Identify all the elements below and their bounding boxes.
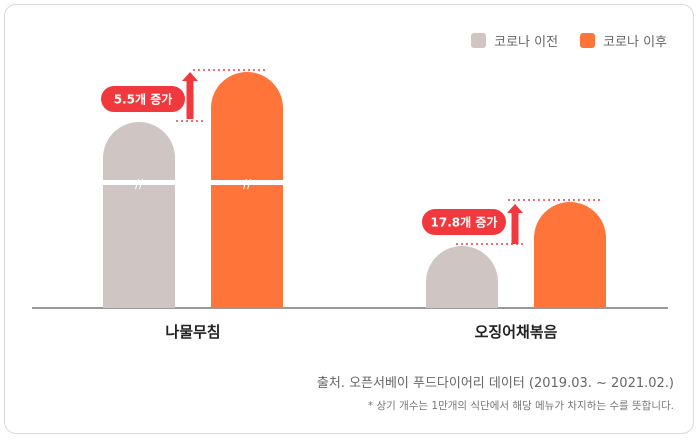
bar-after-나물무침 [211, 72, 283, 308]
increase-arrow-2-head [507, 204, 523, 213]
legend-label-before: 코로나 이전 [494, 35, 559, 50]
annotation-badge-1-pill [101, 86, 185, 112]
axis-break-gap-after [210, 180, 284, 185]
annotation-badge-2-pill [422, 209, 506, 235]
legend-swatch-before [471, 33, 487, 48]
axis-break-mark-before: // [135, 177, 144, 191]
axis-break-gap-before [102, 180, 176, 185]
footnote: * 상기 개수는 1만개의 식단에서 해당 메뉴가 차지하는 수를 뜻합니다. [367, 400, 674, 412]
source-text: 출처. 오픈서베이 푸드다이어리 데이터 (2019.03. ~ 2021.02… [316, 376, 674, 391]
legend-swatch-after [580, 33, 596, 48]
increase-arrow-1-head [182, 72, 198, 81]
axis-break-mark-after: // [243, 177, 252, 191]
legend-item-before: 코로나 이전 [471, 31, 558, 50]
legend: 코로나 이전 코로나 이후 [471, 31, 667, 50]
legend-label-after: 코로나 이후 [603, 35, 667, 50]
legend-item-after: 코로나 이후 [580, 31, 667, 50]
bar-before-나물무침 [103, 122, 175, 308]
bar-before-오징어채볶음 [426, 246, 498, 308]
bar-after-오징어채볶음 [534, 202, 606, 308]
category-label-2: 오징어채볶음 [475, 323, 558, 341]
annotation-badge-1-label: 5.5개 증가 [114, 92, 173, 107]
category-label-1: 나물무침 [165, 323, 220, 341]
annotation-badge-2-label: 17.8개 증가 [431, 215, 498, 230]
